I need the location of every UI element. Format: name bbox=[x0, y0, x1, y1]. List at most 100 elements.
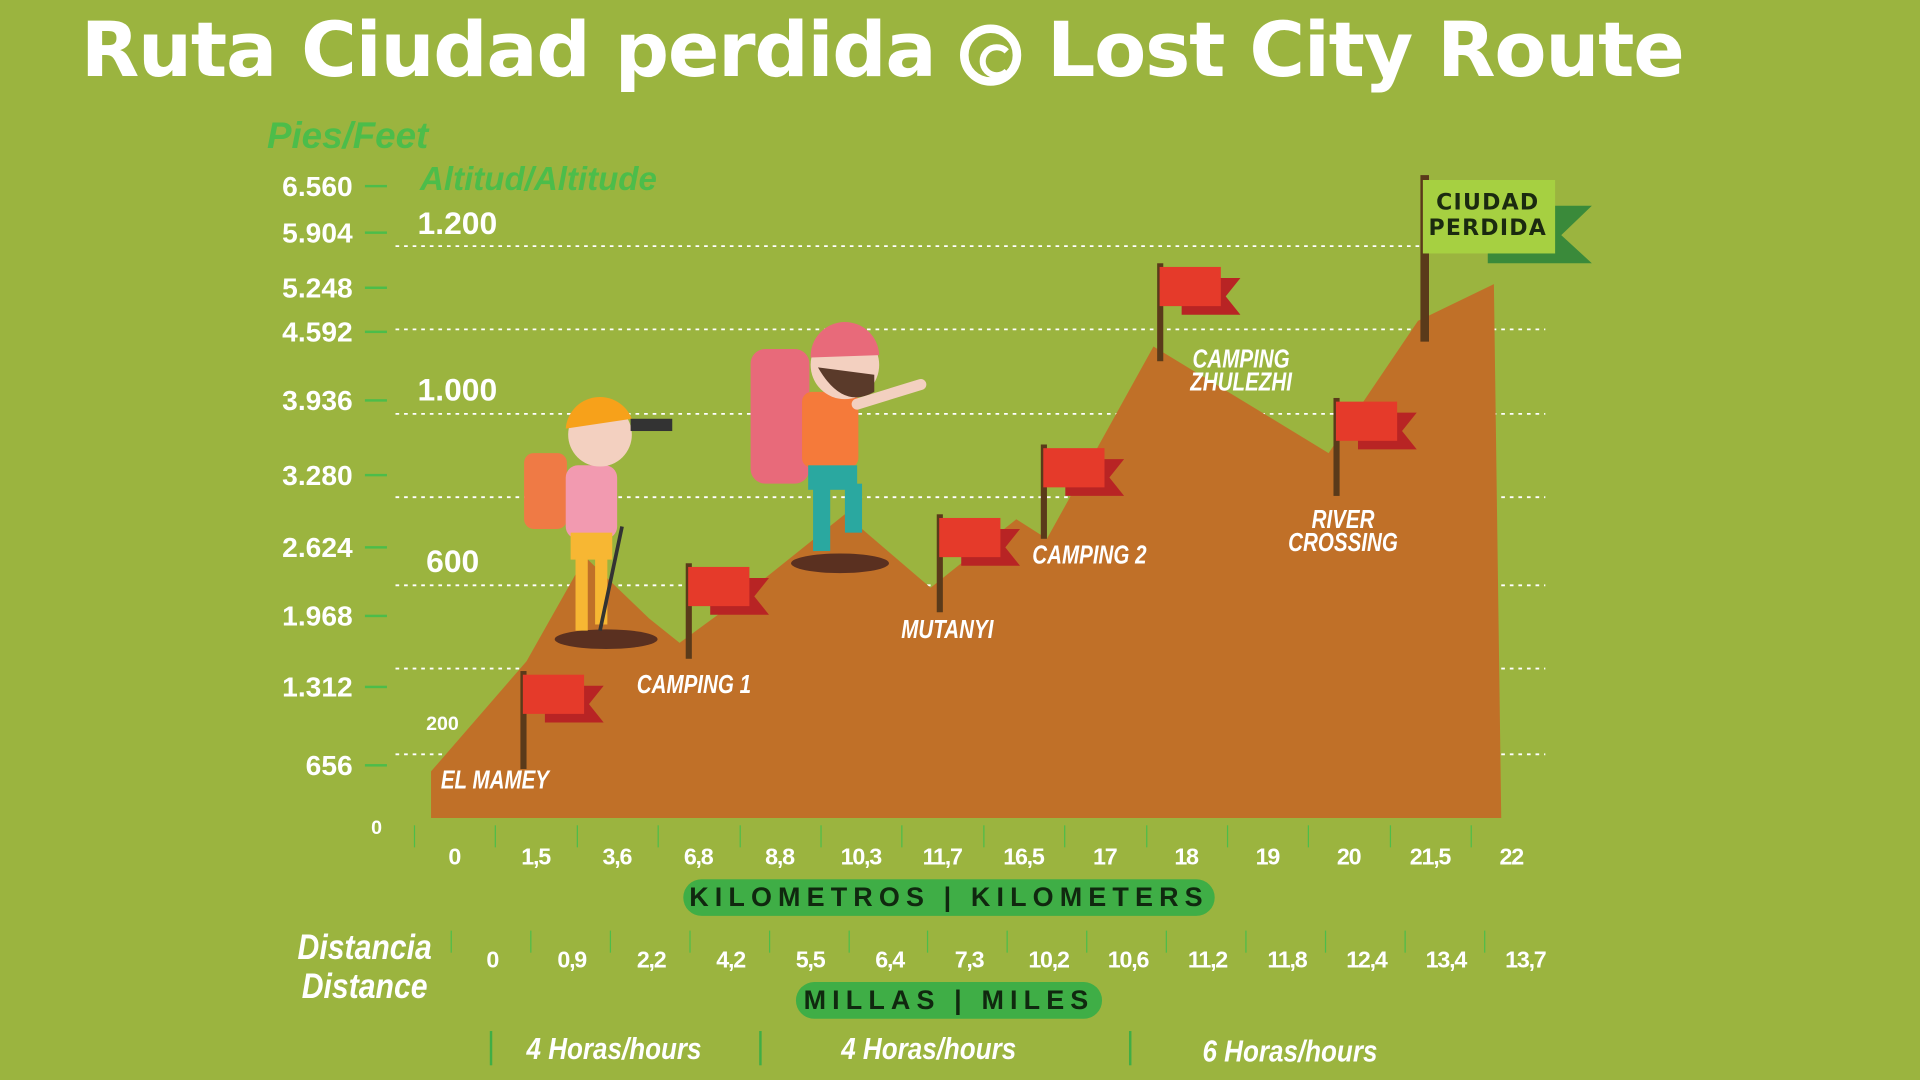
waypoint-label: CAMPING ZHULEZHI bbox=[1190, 345, 1292, 397]
km-tick-mark bbox=[1470, 825, 1473, 848]
title-spanish: Ruta Ciudad perdida bbox=[80, 4, 937, 95]
mile-tick-label: 5,5 bbox=[795, 947, 826, 974]
ciudad-perdida-sign bbox=[1420, 175, 1592, 342]
hiker-man-illustration bbox=[750, 322, 927, 574]
mile-tick-mark bbox=[1086, 930, 1088, 953]
km-tick-label: 11,7 bbox=[922, 844, 963, 871]
flag-icon bbox=[685, 563, 769, 659]
hours-divider bbox=[489, 1031, 493, 1066]
mile-tick-label: 10,2 bbox=[1028, 947, 1070, 974]
hours-divider bbox=[1128, 1031, 1132, 1066]
waypoint-label: RIVER CROSSING bbox=[1288, 505, 1398, 558]
feet-tick-mark bbox=[364, 685, 387, 689]
feet-tick-mark bbox=[364, 614, 387, 618]
mile-tick-label: 2,2 bbox=[636, 947, 667, 974]
mile-tick-mark bbox=[927, 930, 929, 953]
km-tick-mark bbox=[1145, 825, 1147, 848]
distance-en: Distance bbox=[301, 967, 428, 1007]
feet-tick-label: 2.624 bbox=[282, 531, 353, 564]
km-tick-mark bbox=[413, 825, 416, 848]
km-tick-label: 3,6 bbox=[602, 844, 633, 871]
km-tick-mark bbox=[739, 825, 741, 848]
feet-tick-mark bbox=[364, 184, 387, 188]
hours-divider bbox=[759, 1031, 762, 1066]
feet-tick-label: 1.968 bbox=[282, 600, 353, 632]
km-tick-mark bbox=[901, 825, 903, 848]
feet-tick-label: 656 bbox=[305, 749, 353, 782]
km-tick-label: 6,8 bbox=[683, 844, 714, 871]
mile-tick-label: 11,8 bbox=[1267, 947, 1307, 974]
feet-tick-label: 4.592 bbox=[282, 315, 353, 348]
altitude-tick-label: 200 bbox=[426, 713, 459, 735]
mile-tick-mark bbox=[1245, 930, 1247, 953]
mile-tick-mark bbox=[1324, 930, 1326, 953]
km-tick-mark bbox=[495, 825, 497, 848]
label-ciudad-perdida: CIUDAD PERDIDA bbox=[1428, 189, 1548, 242]
km-tick-label: 10,3 bbox=[840, 844, 883, 871]
km-tick-label: 1,5 bbox=[521, 844, 551, 871]
km-tick-label: 18 bbox=[1174, 844, 1199, 871]
flag-icon bbox=[1333, 397, 1417, 496]
flag-icon bbox=[1040, 444, 1125, 539]
mile-tick-mark bbox=[1483, 930, 1485, 953]
km-tick-mark bbox=[983, 825, 985, 848]
km-tick-mark bbox=[1389, 825, 1391, 848]
feet-tick-label: 5.248 bbox=[282, 271, 353, 304]
mile-tick-label: 13,7 bbox=[1505, 947, 1547, 974]
distance-label: Distancia Distance bbox=[298, 928, 432, 1006]
km-tick-label: 16,5 bbox=[1003, 844, 1045, 871]
km-axis-pill: KILOMETROS | KILOMETERS bbox=[683, 879, 1215, 916]
km-tick-label: 20 bbox=[1336, 844, 1362, 871]
mile-tick-label: 7,3 bbox=[954, 947, 985, 974]
title-english: Lost City Route bbox=[1047, 4, 1685, 95]
feet-tick-label: 1.312 bbox=[282, 671, 353, 703]
altitude-tick-label: 1.200 bbox=[417, 204, 498, 242]
mile-tick-mark bbox=[1404, 930, 1406, 953]
mile-tick-mark bbox=[530, 930, 532, 953]
km-tick-label: 17 bbox=[1093, 844, 1118, 871]
mile-tick-mark bbox=[450, 930, 452, 953]
feet-tick-label: 3.280 bbox=[282, 459, 353, 492]
waypoint-label: CAMPING 2 bbox=[1032, 541, 1147, 570]
hours-segment-1: 4 Horas/hours bbox=[526, 1032, 702, 1067]
mile-tick-label: 12,4 bbox=[1346, 947, 1388, 974]
mile-tick-mark bbox=[768, 930, 770, 953]
mile-tick-label: 0 bbox=[486, 947, 499, 974]
km-tick-label: 19 bbox=[1255, 844, 1281, 871]
km-tick-mark bbox=[820, 825, 822, 848]
feet-tick-mark bbox=[364, 330, 387, 334]
km-tick-label: 8,8 bbox=[765, 844, 795, 871]
km-tick-label: 22 bbox=[1499, 844, 1525, 871]
km-tick-mark bbox=[657, 825, 660, 848]
feet-tick-mark bbox=[364, 231, 387, 234]
feet-tick-label: 0 bbox=[371, 817, 383, 839]
mile-tick-mark bbox=[1165, 930, 1168, 953]
flag-icon bbox=[1157, 263, 1241, 362]
km-tick-mark bbox=[1226, 825, 1229, 848]
mile-tick-label: 11,2 bbox=[1187, 947, 1228, 974]
hours-segment-3: 6 Horas/hours bbox=[1202, 1034, 1378, 1069]
flag-icon bbox=[520, 671, 604, 769]
feet-tick-label: 6.560 bbox=[282, 170, 353, 203]
feet-axis-label: Pies/Feet bbox=[266, 116, 429, 157]
mile-tick-label: 4,2 bbox=[716, 947, 746, 974]
mile-tick-mark bbox=[689, 930, 691, 953]
altitude-tick-label: 1.000 bbox=[417, 371, 498, 408]
spiral-icon bbox=[960, 24, 1022, 86]
km-tick-mark bbox=[576, 825, 578, 848]
miles-axis-pill: MILLAS | MILES bbox=[795, 982, 1103, 1019]
waypoint-label: MUTANYI bbox=[901, 615, 994, 645]
mile-tick-label: 0,9 bbox=[557, 947, 587, 974]
distance-es: Distancia bbox=[297, 928, 432, 968]
altitude-axis-label: Altitud/Altitude bbox=[420, 160, 657, 198]
mile-tick-label: 13,4 bbox=[1425, 947, 1468, 974]
mile-tick-mark bbox=[609, 930, 611, 953]
feet-tick-mark bbox=[364, 473, 387, 477]
title: Ruta Ciudad perdida Lost City Route bbox=[80, 4, 1685, 95]
mile-tick-label: 6,4 bbox=[875, 947, 905, 974]
feet-tick-mark bbox=[364, 399, 387, 402]
waypoint-label: CAMPING 1 bbox=[636, 671, 752, 700]
flag-icon bbox=[936, 514, 1021, 613]
hiker-woman-illustration bbox=[524, 396, 673, 649]
